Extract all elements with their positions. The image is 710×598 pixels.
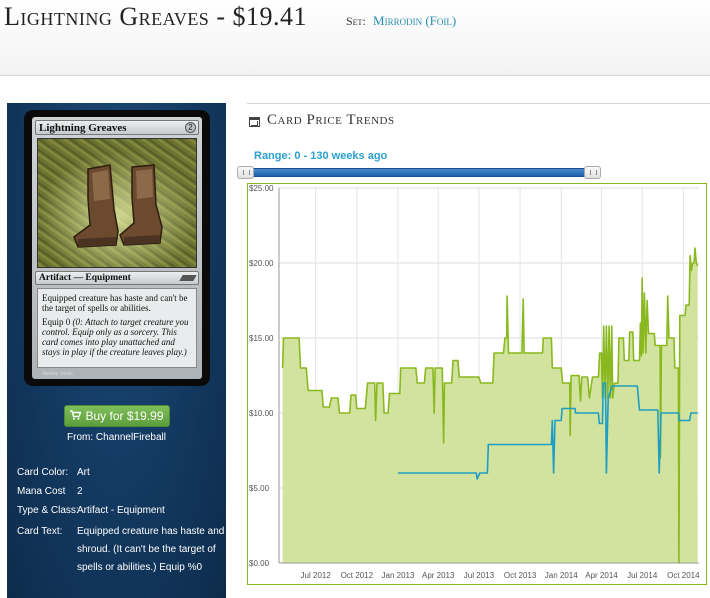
card-type-line: Artifact — Equipment (39, 273, 131, 283)
info-value: Equipped creature has haste and shroud. … (77, 526, 225, 573)
card-equip-reminder: (0: Attach to target creature you contro… (42, 317, 189, 357)
card-type-bar: Artifact — Equipment (35, 271, 199, 285)
card-rules-text: Equipped creature has haste and can't be… (42, 293, 188, 313)
card-equip-text: Equip 0 (0: Attach to target creature yo… (42, 317, 192, 357)
slider-handle-start[interactable] (237, 166, 254, 179)
boots-illustration (38, 139, 196, 267)
info-value: Art (77, 467, 90, 478)
card-equip-cost: Equip 0 (42, 317, 71, 327)
info-label: Card Text: (17, 526, 63, 537)
card-frame: Lightning Greaves 2 (32, 117, 202, 379)
price-chart: $0.00 $5.00 $10.00 $15.00 $20.00 $25.00 Jul 20… (247, 183, 707, 585)
x-tick-label: Jul 2014 (627, 571, 658, 580)
x-tick-label: Jan 2014 (545, 571, 578, 580)
info-value: Artifact - Equipment (77, 505, 165, 516)
x-tick-label: Oct 2012 (341, 571, 374, 580)
page-header: Lightning Greaves - $19.41 Set: Mirrodin… (0, 0, 710, 76)
x-tick-label: Oct 2014 (667, 571, 700, 580)
y-tick-label: $25.00 (249, 184, 274, 193)
buy-source: From: ChannelFireball (67, 432, 166, 443)
y-tick-label: $15.00 (249, 334, 274, 343)
x-tick-label: Apr 2014 (585, 571, 618, 580)
card-image: Lightning Greaves 2 (24, 110, 210, 386)
y-tick-label: $5.00 (249, 484, 270, 493)
slider-handle-end[interactable] (584, 166, 601, 179)
x-tick-label: Jul 2013 (464, 571, 495, 580)
x-tick-label: Apr 2013 (422, 571, 455, 580)
card-name-bar: Lightning Greaves 2 (35, 120, 199, 135)
range-label: Range: 0 - 130 weeks ago (254, 150, 388, 162)
cart-icon (70, 407, 82, 427)
y-tick-label: $20.00 (249, 259, 274, 268)
set-label: Set: (346, 14, 366, 28)
card-art (37, 138, 197, 268)
info-label: Type & Class: (17, 505, 79, 516)
series-line-green (281, 247, 699, 564)
calendar-icon (249, 117, 260, 127)
y-tick-label: $10.00 (249, 409, 274, 418)
info-label: Card Color: (17, 467, 69, 478)
buy-button-label: Buy for $19.99 (85, 409, 164, 423)
trends-header: Card Price Trends (247, 103, 710, 137)
page-title: Lightning Greaves - $19.41 (4, 2, 307, 31)
set-info: Set: Mirrodin (Foil) (346, 13, 456, 29)
x-tick-label: Jan 2013 (382, 571, 415, 580)
card-text-box: Equipped creature has haste and can't be… (37, 288, 197, 368)
y-tick-label: $0.00 (249, 559, 270, 568)
card-artist: Jeremy Jarvis (42, 371, 73, 377)
series-line-blue (398, 382, 698, 480)
info-label: Mana Cost (17, 486, 66, 497)
mana-symbol-icon: 2 (185, 122, 196, 133)
trends-title: Card Price Trends (267, 112, 395, 128)
range-slider[interactable] (237, 166, 601, 179)
set-link[interactable]: Mirrodin (Foil) (373, 13, 457, 28)
x-tick-label: Jul 2012 (301, 571, 332, 580)
info-value: 2 (77, 486, 83, 497)
set-symbol-icon (179, 275, 197, 281)
x-tick-label: Oct 2013 (504, 571, 537, 580)
buy-button[interactable]: Buy for $19.99 (64, 405, 170, 427)
card-name: Lightning Greaves (39, 122, 127, 134)
series-area-fill (282, 248, 698, 563)
card-sidebar: Lightning Greaves 2 (7, 103, 226, 598)
